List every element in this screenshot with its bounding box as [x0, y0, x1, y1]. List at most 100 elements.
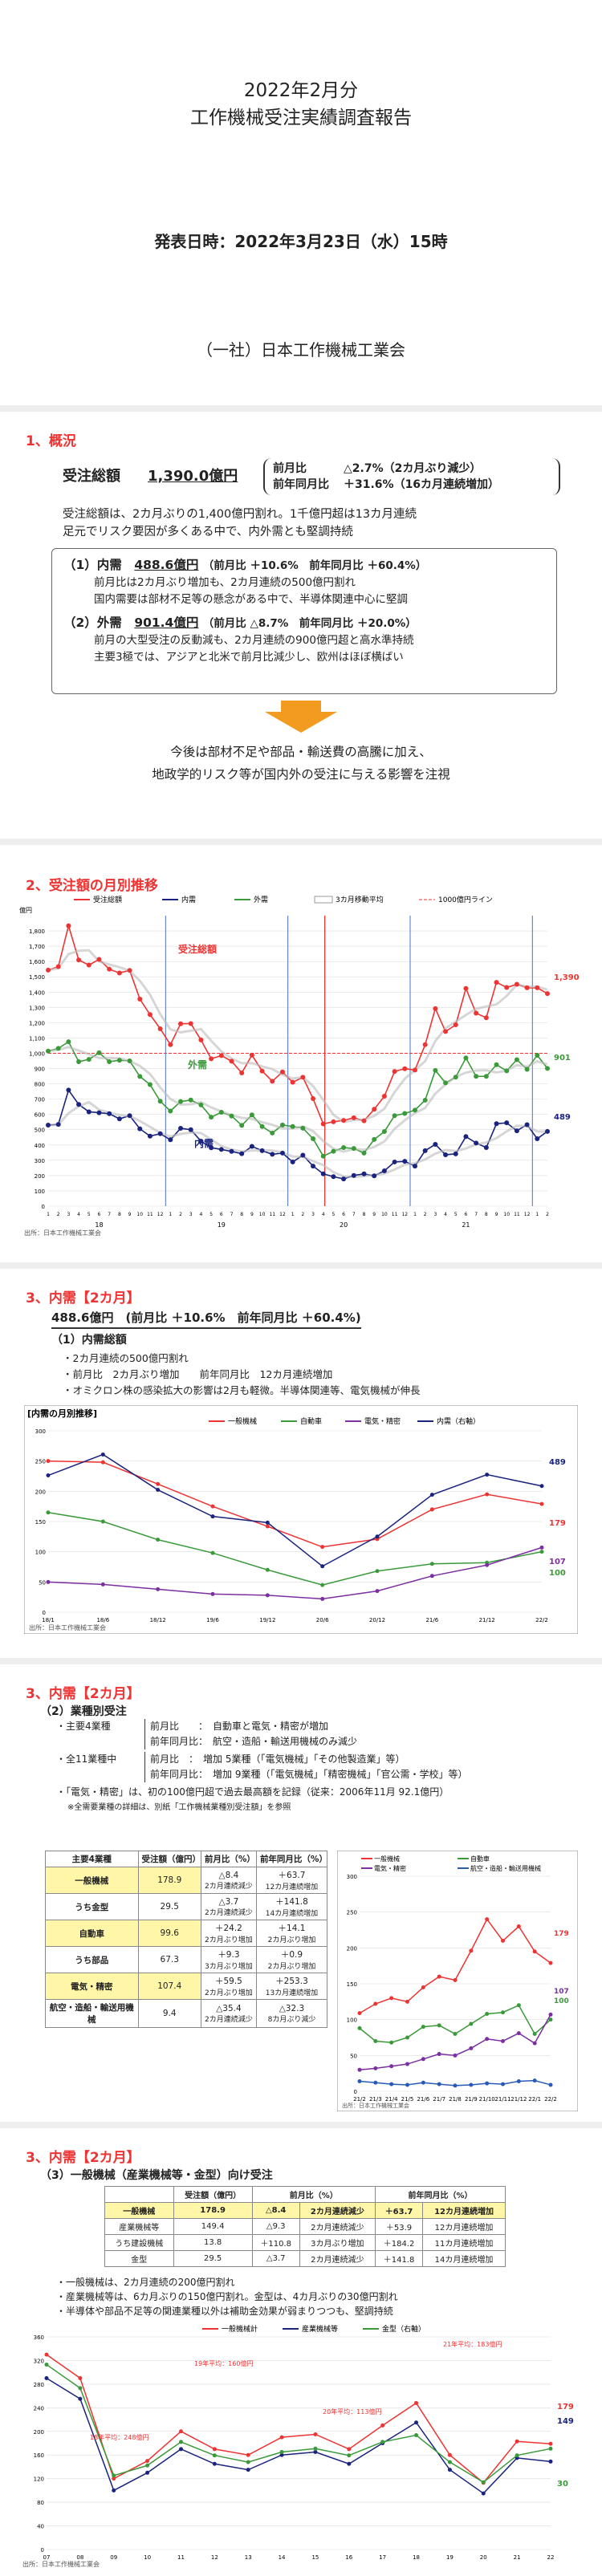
- domestic-total-page: 3、内需【2カ月】 488.6億円 (前月比 ＋10.6% 前年同月比 ＋60.…: [0, 1269, 602, 1658]
- table-cell: 29.5: [137, 1893, 201, 1920]
- legend-item: 電気・精密: [374, 1864, 406, 1872]
- x-tick-label: 3: [311, 1212, 315, 1217]
- data-point: [514, 1128, 519, 1134]
- x-tick-label: 7: [474, 1212, 478, 1217]
- y-tick-label: 250: [347, 1910, 357, 1916]
- external-rates: （前月比 △8.7% 前年同月比 ＋20.0%）: [202, 617, 417, 630]
- bullet: ・前月比 2カ月ぶり増加 前年同月比 12カ月連続増加: [63, 1368, 333, 1380]
- table-cell: ＋53.9: [374, 2218, 424, 2235]
- data-point: [412, 1164, 417, 1169]
- data-point: [212, 2447, 217, 2452]
- data-point: [548, 2446, 553, 2451]
- end-value-electric: 107: [554, 1988, 569, 1996]
- organization: （一社）日本工作機械工業会: [197, 340, 405, 360]
- page-break: [0, 2122, 602, 2128]
- series-label-total: 受注総額: [178, 943, 217, 955]
- data-point: [402, 1111, 408, 1116]
- data-point: [320, 1596, 325, 1601]
- x-tick-label: 20/6: [316, 1617, 329, 1623]
- data-point: [156, 1481, 161, 1486]
- data-point: [485, 1917, 490, 1922]
- x-tick-label: 21/8: [449, 2096, 462, 2103]
- data-point: [341, 1176, 347, 1182]
- data-point: [447, 2452, 452, 2457]
- cell-note: 2カ月ぶり増加: [267, 1936, 316, 1944]
- data-point: [548, 2017, 553, 2022]
- data-point: [469, 2021, 474, 2026]
- x-tick-label: 12: [524, 1212, 531, 1217]
- data-point: [210, 1514, 215, 1519]
- data-point: [375, 1534, 380, 1539]
- x-tick-label: 11: [147, 1212, 153, 1217]
- data-point: [178, 1021, 184, 1026]
- table-header: [104, 2186, 174, 2203]
- industry-table: 主要4業種 受注額（億円） 前月比（%） 前年同月比（%） 一般機械 178.9 △8.4…: [45, 1851, 328, 2028]
- data-point: [270, 1152, 275, 1157]
- data-point: [516, 2078, 521, 2083]
- table-row: 自動車 99.6 ＋24.2 2カ月ぶり増加 ＋14.1 2カ月ぶり増加: [45, 1920, 328, 1947]
- data-point: [351, 1146, 356, 1152]
- table-cell: ＋9.3 3カ月ぶり増加: [200, 1946, 257, 1973]
- data-point: [147, 1133, 153, 1139]
- annotation: 21年平均：183億円: [443, 2340, 502, 2348]
- cell-note: 8カ月ぶり減少: [267, 2015, 316, 2024]
- cell-value: うち部品: [75, 1955, 109, 1965]
- desc-line: 足元でリスク要因が多くある中で、内外需とも堅調持続: [63, 526, 353, 538]
- data-point: [209, 1056, 214, 1062]
- x-tick-label: 6: [342, 1212, 345, 1217]
- data-point: [548, 2012, 553, 2017]
- series-line: [46, 2363, 551, 2484]
- legend-item: 金型（右軸）: [382, 2324, 425, 2334]
- table-cell: 3カ月ぶり増加: [299, 2234, 376, 2251]
- end-value-electric: 107: [549, 1558, 566, 1566]
- data-point: [178, 2429, 183, 2434]
- x-tick-label: 11: [177, 2554, 185, 2561]
- data-point: [279, 1069, 285, 1075]
- data-point: [212, 2461, 217, 2466]
- data-point: [453, 1075, 458, 1080]
- data-point: [373, 2066, 378, 2070]
- chart-source: 出所：日本工作機械工業会: [29, 1623, 106, 1631]
- end-value-general: 179: [554, 1930, 569, 1938]
- table-cell: うち部品: [45, 1946, 139, 1973]
- data-point: [504, 1068, 510, 1074]
- x-tick-label: 21/10: [479, 2096, 495, 2103]
- data-point: [453, 2053, 458, 2058]
- y-tick-label: 120: [34, 2476, 44, 2483]
- section-heading: 2、受注額の月別推移: [26, 878, 158, 894]
- data-point: [405, 2082, 409, 2087]
- data-point: [545, 1128, 550, 1134]
- x-tick-label: 12: [401, 1212, 408, 1217]
- legend-item: 電気・精密: [364, 1416, 401, 1426]
- data-point: [96, 1110, 102, 1115]
- data-point: [46, 1123, 51, 1128]
- annotation: 20年平均：113億円: [323, 2407, 381, 2416]
- table-row: 一般機械 178.9 △8.4 2カ月連続減少 ＋63.7 12カ月連続増加: [45, 1867, 328, 1894]
- x-tick-label: 19/6: [206, 1617, 219, 1623]
- table-row: 航空・造船・輸送用機械 9.4 △35.4 2カ月連続減少 △32.3 8カ月ぶり減少: [45, 1999, 328, 2028]
- data-point: [433, 1067, 438, 1073]
- table-cell: 13.8: [173, 2234, 253, 2251]
- data-point: [389, 1996, 394, 2001]
- x-tick-label: 8: [118, 1212, 121, 1217]
- data-point: [279, 1122, 285, 1128]
- cell-note: 2カ月連続減少: [205, 1908, 253, 1917]
- table-cell: △3.7 2カ月連続減少: [200, 1893, 257, 1920]
- data-point: [361, 1171, 367, 1176]
- x-tick-label: 08: [76, 2554, 83, 2561]
- data-point: [483, 1074, 489, 1079]
- x-tick-label: 8: [240, 1212, 243, 1217]
- x-tick-label: 12: [279, 1212, 286, 1217]
- table-cell: 金型: [104, 2250, 174, 2267]
- data-point: [331, 1119, 336, 1124]
- series-line: [47, 1088, 548, 1180]
- data-point: [198, 1102, 204, 1107]
- table-cell: △3.7: [251, 2250, 300, 2267]
- data-point: [279, 1150, 285, 1156]
- table-cell: ＋0.9 2カ月ぶり増加: [255, 1946, 328, 1973]
- data-point: [372, 1136, 377, 1142]
- data-point: [548, 1960, 553, 1965]
- table-header: 受注額（億円）: [137, 1851, 201, 1867]
- legend-item: 1000億円ライン: [438, 895, 493, 904]
- page-break: [0, 839, 602, 845]
